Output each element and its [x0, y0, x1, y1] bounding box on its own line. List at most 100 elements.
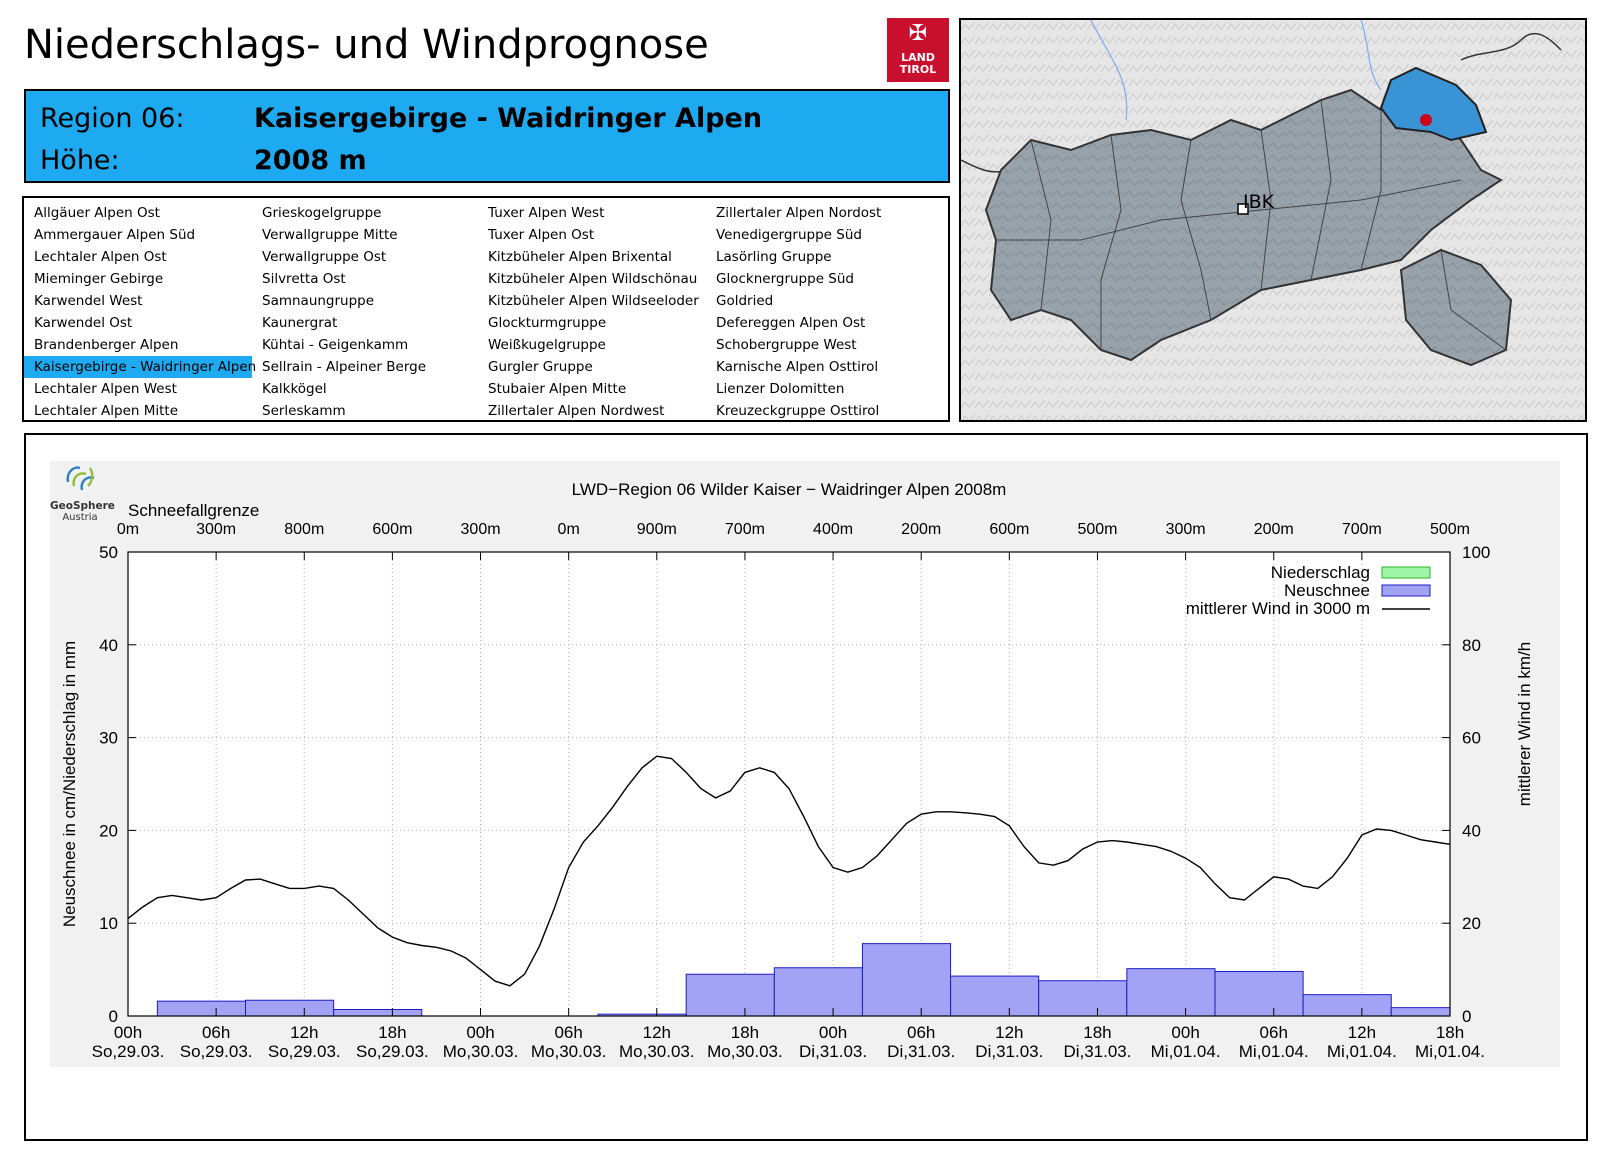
- plot-area: [128, 552, 1450, 1016]
- x-tick-time: 18h: [731, 1023, 759, 1042]
- region-value: Kaisergebirge - Waidringer Alpen: [254, 103, 763, 134]
- region-list-item[interactable]: Venedigergruppe Süd: [716, 227, 862, 243]
- region-list-column: Zillertaler Alpen Nordost Venedigergruppe…: [706, 202, 934, 422]
- x-tick-date: Mo,30.03.: [707, 1042, 783, 1061]
- neuschnee-bar: [245, 999, 335, 1017]
- x-tick-date: So,29.03.: [180, 1042, 253, 1061]
- region-borders: [996, 99, 1507, 351]
- x-tick-date: Di,31.03.: [887, 1042, 955, 1061]
- region-list-item[interactable]: Brandenberger Alpen: [34, 337, 179, 353]
- legend-label: Niederschlag: [1271, 563, 1370, 582]
- region-list-item[interactable]: Zillertaler Alpen Nordwest: [488, 403, 665, 419]
- region-list-item[interactable]: Karnische Alpen Osttirol: [716, 359, 879, 375]
- region-list-item[interactable]: Lienzer Dolomitten: [716, 381, 845, 397]
- region-list-item[interactable]: Silvretta Ost: [262, 271, 346, 287]
- snowline-value: 700m: [725, 521, 765, 538]
- active-region-shape: [1379, 66, 1488, 142]
- x-tick-date: Di,31.03.: [799, 1042, 867, 1061]
- page-title: Niederschlags- und Windprognose: [24, 22, 709, 68]
- y-tick-label-left: 50: [99, 543, 118, 562]
- region-list-item[interactable]: Kaunergrat: [262, 315, 338, 331]
- x-tick-time: 00h: [1171, 1023, 1199, 1042]
- region-list-item[interactable]: Kitzbüheler Alpen Wildseeloder: [488, 293, 699, 309]
- x-tick-time: 06h: [202, 1023, 230, 1042]
- region-list-item[interactable]: Lechtaler Alpen Mitte: [34, 403, 179, 419]
- x-tick-time: 18h: [378, 1023, 406, 1042]
- x-tick-time: 12h: [995, 1023, 1023, 1042]
- region-list-item[interactable]: Goldried: [716, 293, 774, 309]
- y-tick-label-left: 30: [99, 729, 118, 748]
- height-value: 2008 m: [254, 145, 367, 176]
- region-list: Allgäuer Alpen Ost Ammergauer Alpen Süd Le…: [22, 196, 950, 422]
- region-list-item[interactable]: Glockturmgruppe: [488, 315, 607, 331]
- region-list-item[interactable]: Kaisergebirge - Waidringer Alpen: [24, 356, 256, 378]
- y-axis-label-right: mittlerer Wind in km/h: [1515, 642, 1534, 806]
- x-tick-time: 06h: [907, 1023, 935, 1042]
- chart-frame: [24, 433, 1588, 1141]
- land-tirol-logo: ✠ LAND TIROL: [887, 18, 949, 82]
- x-tick-time: 00h: [114, 1023, 142, 1042]
- geosphere-icon: [66, 466, 95, 491]
- region-list-item[interactable]: Lechtaler Alpen Ost: [34, 249, 167, 265]
- region-list-item[interactable]: Zillertaler Alpen Nordost: [716, 205, 882, 221]
- city-label: IBK: [1243, 191, 1275, 213]
- city-marker: [1237, 203, 1249, 215]
- chart-title: LWD−Region 06 Wilder Kaiser − Waidringer…: [572, 480, 1007, 499]
- x-tick-date: Mi,01.04.: [1415, 1042, 1485, 1061]
- x-tick-date: So,29.03.: [92, 1042, 165, 1061]
- snowline-value: 600m: [989, 521, 1029, 538]
- region-list-item[interactable]: Tuxer Alpen West: [488, 205, 605, 221]
- river-line: [1360, 20, 1382, 91]
- region-list-item[interactable]: Schobergruppe West: [716, 337, 857, 353]
- neuschnee-bar: [773, 967, 863, 1017]
- region-list-item[interactable]: Weißkugelgruppe: [488, 337, 606, 353]
- x-tick-date: Mi,01.04.: [1151, 1042, 1221, 1061]
- snowline-value: 200m: [901, 521, 941, 538]
- region-list-item[interactable]: Karwendel West: [34, 293, 143, 309]
- x-tick-date: Mo,30.03.: [531, 1042, 607, 1061]
- legend-label: Neuschnee: [1284, 581, 1370, 600]
- y-tick-label-right: 20: [1462, 914, 1481, 933]
- region-list-item[interactable]: Samnaungruppe: [262, 293, 375, 309]
- x-tick-date: Di,31.03.: [975, 1042, 1043, 1061]
- y-tick-label-right: 40: [1462, 821, 1481, 840]
- region-list-item[interactable]: Tuxer Alpen Ost: [488, 227, 595, 243]
- plot-frame: [127, 551, 1451, 1017]
- x-tick-time: 18h: [1083, 1023, 1111, 1042]
- snowline-value: 300m: [196, 521, 236, 538]
- region-list-item[interactable]: Sellrain - Alpeiner Berge: [262, 359, 427, 375]
- x-tick-date: So,29.03.: [356, 1042, 429, 1061]
- region-list-item[interactable]: Defereggen Alpen Ost: [716, 315, 866, 331]
- snowline-value: 400m: [813, 521, 853, 538]
- region-list-item[interactable]: Kalkkögel: [262, 381, 327, 397]
- geosphere-logo: GeoSphere Austria: [50, 462, 115, 523]
- neuschnee-bar: [1126, 968, 1216, 1017]
- region-list-item[interactable]: Serleskamm: [262, 403, 346, 419]
- region-list-item[interactable]: Allgäuer Alpen Ost: [34, 205, 160, 221]
- region-list-item[interactable]: Stubaier Alpen Mitte: [488, 381, 627, 397]
- y-tick-label-left: 20: [99, 821, 118, 840]
- region-list-item[interactable]: Grieskogelgruppe: [262, 205, 382, 221]
- region-list-item[interactable]: Gurgler Gruppe: [488, 359, 593, 375]
- region-list-item[interactable]: Lasörling Gruppe: [716, 249, 832, 265]
- neuschnee-bar: [1390, 1007, 1451, 1017]
- region-label: Region 06:: [40, 103, 185, 134]
- region-list-item[interactable]: Karwendel Ost: [34, 315, 133, 331]
- y-tick-label-right: 0: [1462, 1007, 1471, 1026]
- y-tick-label-left: 10: [99, 914, 118, 933]
- snowline-value: 200m: [1254, 521, 1294, 538]
- legend-swatch: [1381, 566, 1431, 579]
- region-list-column: Allgäuer Alpen Ost Ammergauer Alpen Süd Le…: [24, 202, 256, 422]
- height-label: Höhe:: [40, 145, 120, 176]
- region-list-item[interactable]: Kitzbüheler Alpen Brixental: [488, 249, 672, 265]
- region-list-item[interactable]: Kitzbüheler Alpen Wildschönau: [488, 271, 698, 287]
- region-list-item[interactable]: Kühtai - Geigenkamm: [262, 337, 409, 353]
- region-list-item[interactable]: Mieminger Gebirge: [34, 271, 164, 287]
- region-list-item[interactable]: Verwallgruppe Ost: [262, 249, 387, 265]
- region-list-item[interactable]: Verwallgruppe Mitte: [262, 227, 398, 243]
- region-list-item[interactable]: Glocknergruppe Süd: [716, 271, 854, 287]
- region-list-item[interactable]: Lechtaler Alpen West: [34, 381, 177, 397]
- region-list-item[interactable]: Ammergauer Alpen Süd: [34, 227, 196, 243]
- region-list-item[interactable]: Kreuzeckgruppe Osttirol: [716, 403, 880, 419]
